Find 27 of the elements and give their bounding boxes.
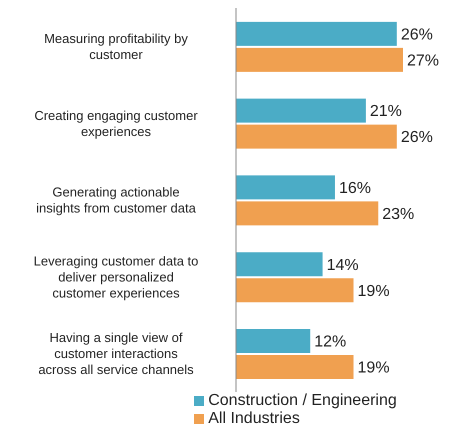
data-label: 23% [382,206,414,224]
data-label: 19% [358,282,390,300]
y-tick-label: Leveraging customer data to deliver personalized customer experiences [34,253,198,300]
bar [236,278,354,302]
data-label: 16% [338,180,371,198]
data-label: 27% [407,52,440,70]
data-label: 14% [326,256,359,274]
data-label: 12% [314,334,346,351]
bar [236,329,310,354]
bar [236,175,335,200]
bar [236,124,397,149]
bar [236,48,403,72]
legend-label: All Industries [208,410,300,428]
legend-label: Construction / Engineering [208,392,397,410]
y-tick-label: Having a single view of customer interactions across all service channels [38,330,194,378]
y-tick-label: Generating actionable insights from customer data [36,184,197,216]
y-tick-label: Creating engaging customer experiences [34,108,198,139]
bar [236,355,354,380]
bar [236,22,397,46]
data-label: 21% [370,103,402,120]
bar [236,201,378,226]
bar [236,252,323,276]
data-label: 19% [358,360,390,377]
y-tick-label: Measuring profitability by customer [44,30,188,62]
bar [236,98,366,123]
data-label: 26% [400,129,433,146]
data-label: 26% [400,26,433,44]
